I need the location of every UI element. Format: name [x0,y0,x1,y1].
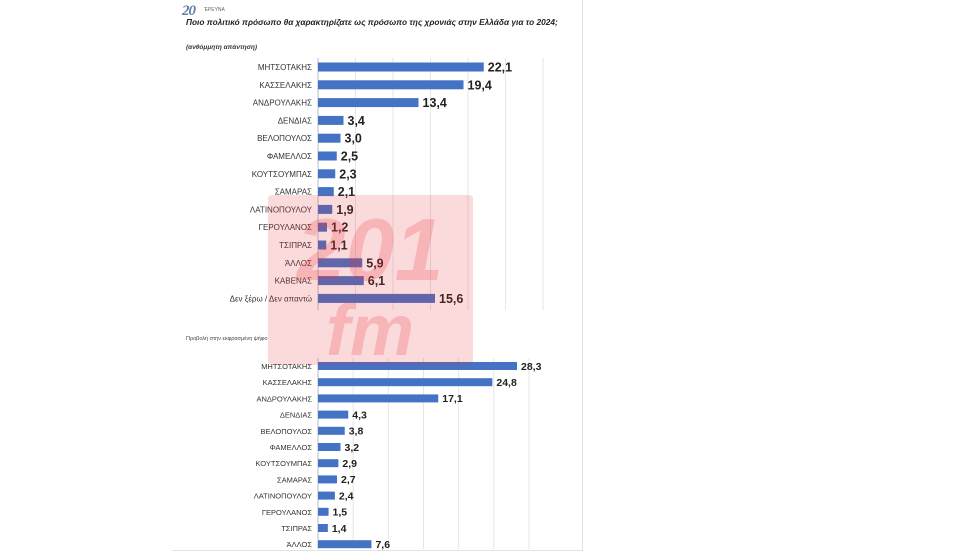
chart2-bar [318,475,337,484]
chart1-bar [318,151,337,161]
chart1-category-label: ΔΕΝΔΙΑΣ [278,116,312,125]
question-note: (ανθόμμητη απάντηση) [186,44,258,51]
chart2-category-label: ΦΑΜΕΛΛΟΣ [270,443,313,452]
chart2-category-label: ΔΕΝΔΙΑΣ [280,411,313,420]
chart2-value-label: 1,4 [332,523,347,535]
chart1-category-label: ΚΑΣΣΕΛΑΚΗΣ [259,81,312,90]
chart1-category-label: ΦΑΜΕΛΛΟΣ [267,152,312,161]
chart1-bar [318,240,327,250]
chart2-category-label: ΚΟΥΤΣΟΥΜΠΑΣ [256,459,313,468]
chart1-bar [318,258,363,268]
chart1-bar [318,222,327,232]
chart1-bar [318,80,464,90]
chart2-category-label: ΜΗΤΣΟΤΑΚΗΣ [261,362,312,371]
chart2-bar [318,410,349,419]
chart2-value-label: 28,3 [521,361,542,373]
chart2-category-label: ΣΑΜΑΡΑΣ [277,475,312,484]
chart2-bar [318,378,493,387]
chart2-bar [318,524,328,532]
chart1-value-label: 6,1 [368,274,385,288]
chart2-bar [318,362,517,370]
chart2-category-label: ΑΝΔΡΟΥΛΑΚΗΣ [256,394,312,403]
chart1-bar [318,62,484,72]
chart1-value-label: 15,6 [439,292,463,306]
chart2-value-label: 4,3 [352,409,367,421]
chart2-bar [318,540,372,549]
survey-question: Ποιο πολιτικό πρόσωπο θα χαρακτηρίζατε ω… [186,17,558,27]
chart2-value-label: 7,6 [375,539,390,551]
chart2-value-label: 17,1 [442,393,463,405]
chart2-category-label: ΛΑΤΙΝΟΠΟΥΛΟΥ [254,492,312,501]
chart1-category-label: ΣΑΜΑΡΑΣ [275,188,312,197]
chart1-category-label: ΒΕΛΟΠΟΥΛΟΣ [257,134,312,143]
chart2-value-label: 2,4 [339,490,354,502]
chart2-bar [318,394,439,403]
chart2-bar [318,443,341,451]
chart-frame [172,0,583,551]
chart1-category-label: ΚΑΒΕΝΑΣ [275,277,312,286]
logo: 20 [182,3,196,19]
chart1-category-label: ΤΣΙΠΡΑΣ [279,241,312,250]
chart1-value-label: 3,0 [345,132,362,146]
chart2-value-label: 3,2 [345,442,360,454]
chart1-value-label: 2,5 [341,150,358,164]
chart1-value-label: 5,9 [366,256,383,270]
chart2-value-label: 3,8 [349,426,364,438]
chart2-bar [318,426,345,435]
chart1-value-label: 13,4 [423,96,447,110]
chart2-bar [318,507,329,516]
chart1-category-label: ΆΛΛΟΣ [285,259,312,268]
chart1-bar [318,187,334,197]
watermark-logo: 201 fm [268,195,473,365]
chart2-category-label: ΆΛΛΟΣ [287,540,313,549]
chart2-value-label: 2,7 [341,474,356,486]
chart1-value-label: 1,9 [336,203,353,217]
chart2-value-label: 24,8 [496,377,517,389]
chart2-value-label: 2,9 [342,458,357,470]
watermark-text-bottom: fm [326,291,414,365]
chart2-title: Προβολή στην εκφρασμένη ψήφο [186,336,268,342]
chart1-value-label: 22,1 [488,61,512,75]
chart1-bar [318,133,341,143]
chart1-bar [318,115,344,125]
logo-subtitle: ΈΡΕΥΝΑ [204,7,225,13]
chart1-value-label: 2,3 [339,167,356,181]
chart1-category-label: ΜΗΤΣΟΤΑΚΗΣ [258,63,312,72]
chart2-bar [318,491,335,500]
chart1-value-label: 19,4 [468,78,492,92]
chart2-category-label: ΒΕΛΟΠΟΥΛΟΣ [261,427,313,436]
chart2-value-label: 1,5 [333,507,348,519]
chart1-value-label: 1,1 [330,239,347,253]
chart1-bar [318,276,364,286]
chart1-bar [318,169,336,179]
chart2-category-label: ΤΣΙΠΡΑΣ [281,524,312,533]
chart1-bar [318,204,333,214]
chart1-bar [318,293,435,303]
chart1-category-label: Δεν ξέρω / Δεν απαντώ [230,294,312,303]
chart2-bar [318,459,339,468]
chart1-value-label: 3,4 [348,114,365,128]
chart2-category-label: ΓΕΡΟΥΛΑΝΟΣ [262,508,312,517]
chart1-bar [318,98,419,108]
chart1-category-label: ΑΝΔΡΟΥΛΑΚΗΣ [253,99,312,108]
chart1-value-label: 1,2 [331,221,348,235]
watermark-text-top: 201 [295,200,444,299]
chart1-category-label: ΚΟΥΤΣΟΥΜΠΑΣ [252,170,312,179]
chart1-category-label: ΓΕΡΟΥΛΑΝΟΣ [259,223,312,232]
chart2-category-label: ΚΑΣΣΕΛΑΚΗΣ [263,378,313,387]
chart1-value-label: 2,1 [338,185,355,199]
chart1-category-label: ΛΑΤΙΝΟΠΟΥΛΟΥ [250,205,313,214]
